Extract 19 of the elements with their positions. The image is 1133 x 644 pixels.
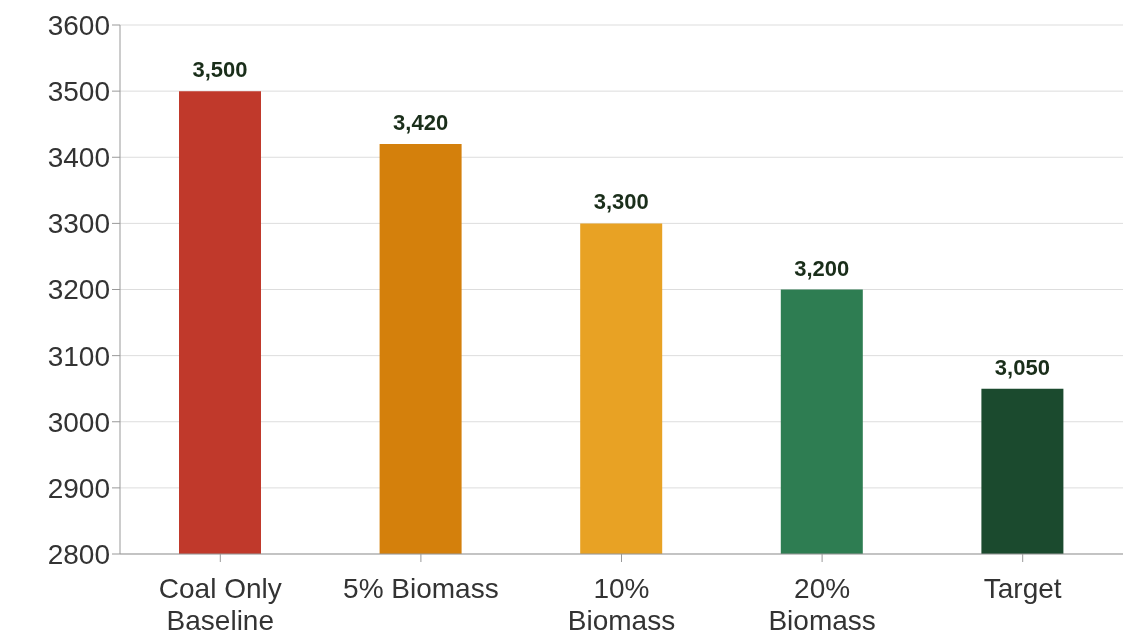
y-tick-label: 3400 bbox=[47, 142, 110, 174]
x-tick-label: 5% Biomass bbox=[343, 573, 499, 604]
data-label: 3,300 bbox=[593, 189, 649, 215]
x-tick-label: Coal Only Baseline bbox=[158, 573, 282, 636]
x-tick-label: Target bbox=[983, 573, 1062, 604]
y-tick-label: 2900 bbox=[47, 472, 110, 504]
data-label: 3,050 bbox=[994, 354, 1050, 380]
x-tick-label: 10% Biomass bbox=[567, 573, 676, 636]
y-tick-label: 2800 bbox=[47, 538, 110, 570]
y-tick-label: 3500 bbox=[47, 76, 110, 108]
y-tick-label: 3000 bbox=[47, 406, 110, 438]
y-tick-label: 3600 bbox=[47, 9, 110, 41]
x-tick-label: 20% Biomass bbox=[768, 573, 876, 636]
y-tick-label: 3300 bbox=[47, 208, 110, 240]
y-tick-label: 3200 bbox=[47, 274, 110, 306]
data-label: 3,420 bbox=[393, 110, 449, 136]
data-label: 3,200 bbox=[794, 255, 850, 281]
data-label: 3,500 bbox=[192, 57, 248, 83]
y-tick-label: 3100 bbox=[47, 340, 110, 372]
